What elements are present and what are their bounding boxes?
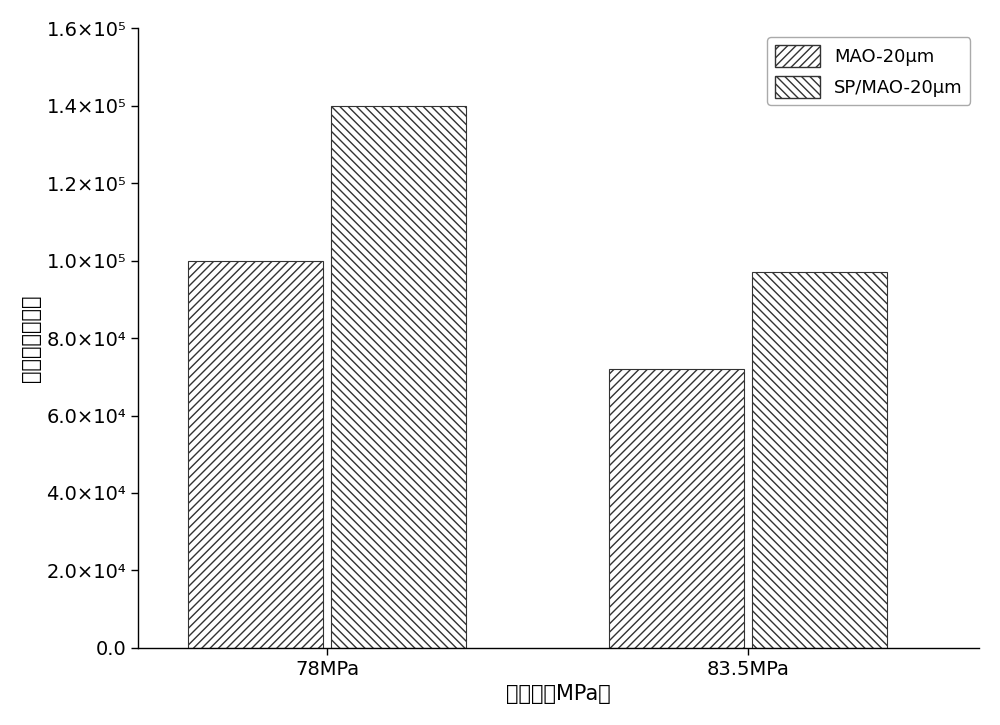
Y-axis label: 循环周次（次）: 循环周次（次） — [21, 294, 41, 382]
X-axis label: 应力幅（MPa）: 应力幅（MPa） — [506, 684, 611, 704]
Legend: MAO-20μm, SP/MAO-20μm: MAO-20μm, SP/MAO-20μm — [767, 38, 970, 105]
Bar — [188, 260, 323, 648]
Bar — [331, 106, 466, 648]
Bar — [752, 273, 887, 648]
Bar — [609, 369, 744, 648]
